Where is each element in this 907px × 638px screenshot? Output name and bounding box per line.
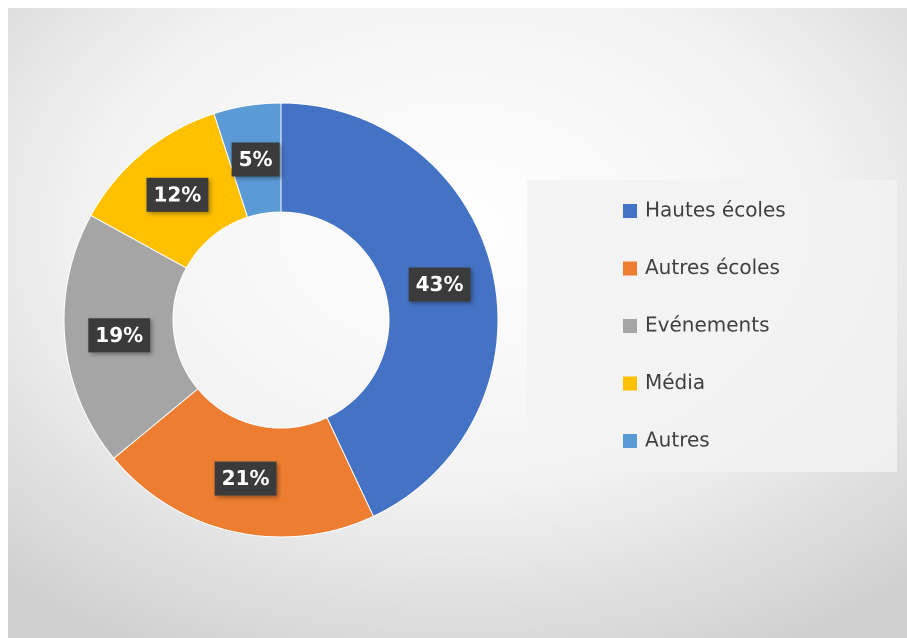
data-label: 19% [95,323,143,347]
legend-label: Evénements [645,313,769,337]
data-label: 21% [222,466,270,490]
legend-swatch [623,434,637,448]
data-label-box [408,267,471,302]
data-label-box [88,318,151,353]
data-label: 12% [153,182,201,206]
legend-swatch [623,204,637,218]
legend-swatch [623,261,637,276]
legend-label: Hautes écoles [645,198,786,222]
legend-label: Autres écoles [645,255,780,279]
data-label-box [146,177,209,212]
legend-swatch [623,319,637,333]
data-label: 5% [239,147,273,171]
data-label: 43% [416,272,464,296]
donut-slice [280,102,499,518]
legend-label: Média [645,370,705,394]
data-label-box [214,461,277,496]
data-label-box [231,142,280,177]
legend-swatch [623,376,637,391]
legend-box [527,180,897,472]
legend-label: Autres [645,428,710,452]
